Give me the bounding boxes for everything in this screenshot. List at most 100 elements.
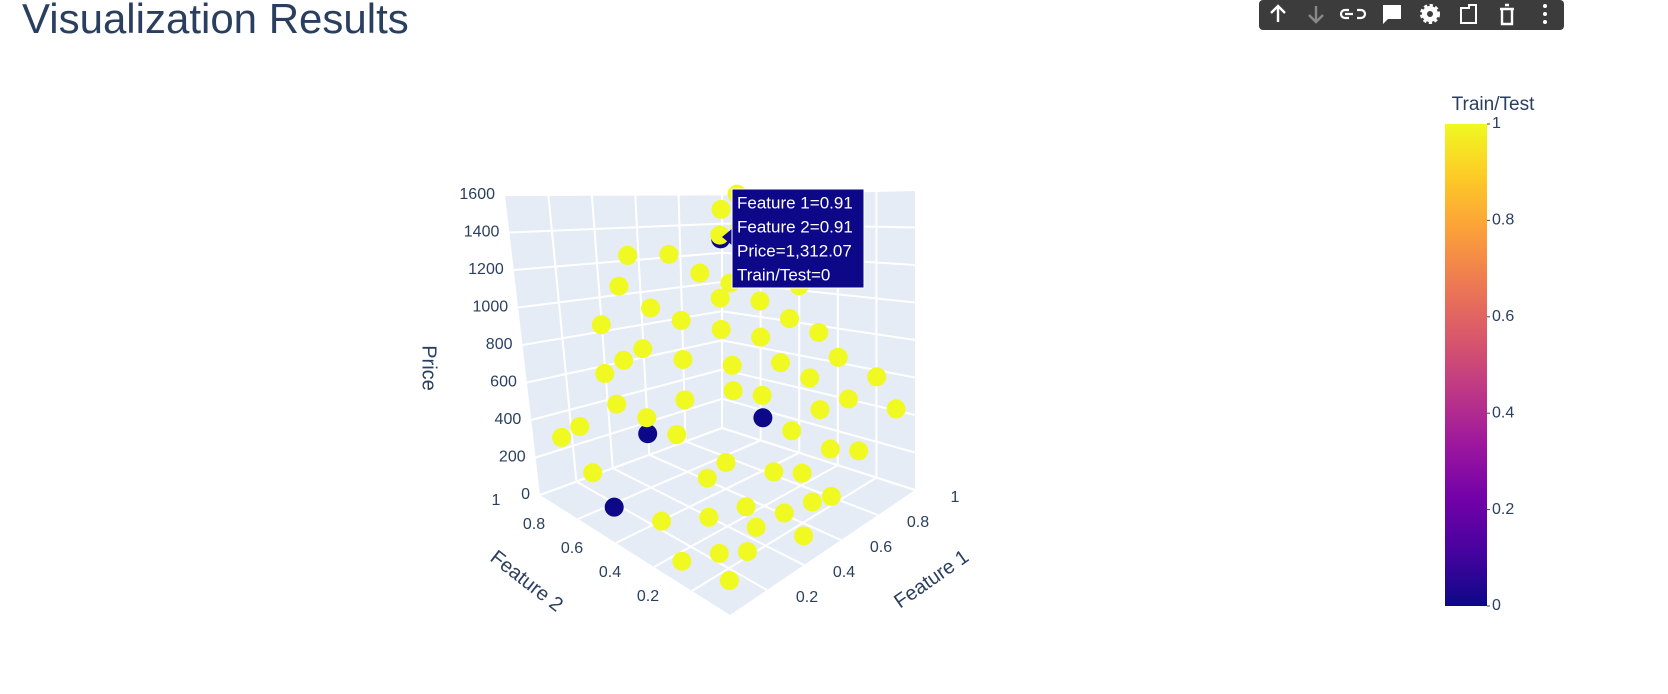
data-point bbox=[802, 492, 822, 512]
data-point bbox=[782, 421, 802, 441]
z-axis-title: Price bbox=[418, 345, 440, 391]
data-point bbox=[671, 310, 691, 330]
colorbar-ticks: 0 0.2 0.4 0.6 0.8 1 bbox=[1487, 115, 1514, 614]
data-point bbox=[570, 417, 590, 437]
data-point bbox=[709, 543, 729, 563]
data-point bbox=[849, 441, 869, 461]
page-title: Visualization Results bbox=[22, 0, 409, 42]
colorbar-tick-label: 0.4 bbox=[1492, 404, 1514, 421]
icon-link[interactable] bbox=[1339, 8, 1367, 20]
x-tick-label: 0.8 bbox=[907, 514, 929, 531]
data-point bbox=[794, 526, 814, 546]
data-point bbox=[595, 364, 615, 384]
icon-export[interactable] bbox=[1460, 4, 1477, 24]
z-tick-label: 0 bbox=[521, 486, 530, 503]
data-point bbox=[736, 497, 756, 517]
hover-line: Train/Test=0 bbox=[737, 265, 830, 284]
data-point bbox=[673, 349, 693, 369]
data-point bbox=[771, 353, 791, 373]
y-axis-title: Feature 2 bbox=[486, 546, 567, 616]
data-point bbox=[711, 199, 731, 219]
data-point bbox=[633, 339, 653, 359]
colorbar-tick-label: 0.8 bbox=[1492, 212, 1514, 229]
data-point bbox=[609, 276, 629, 296]
hover-pointer bbox=[722, 228, 733, 246]
z-tick-label: 800 bbox=[486, 336, 513, 353]
icon-down[interactable] bbox=[1308, 6, 1324, 24]
grid-line bbox=[691, 476, 877, 592]
data-point bbox=[652, 511, 672, 531]
x-axis-title: Feature 1 bbox=[890, 546, 973, 613]
data-point bbox=[716, 453, 736, 473]
grid-line bbox=[535, 397, 723, 459]
icon-settings-hole bbox=[1427, 11, 1433, 17]
data-point bbox=[838, 389, 858, 409]
data-point bbox=[750, 291, 770, 311]
data-point bbox=[675, 390, 695, 410]
data-point bbox=[618, 245, 638, 265]
data-point bbox=[779, 309, 799, 329]
y-tick-label: 1 bbox=[492, 492, 501, 509]
z-tick-label: 1200 bbox=[468, 261, 504, 278]
data-point bbox=[821, 486, 841, 506]
grid-line bbox=[575, 480, 768, 591]
data-point bbox=[752, 385, 772, 405]
colorbar-tick-label: 0.2 bbox=[1492, 501, 1514, 518]
hover-line: Price=1,312.07 bbox=[737, 241, 852, 260]
z-tick-label: 1000 bbox=[473, 299, 509, 316]
data-point bbox=[710, 225, 730, 245]
data-point bbox=[697, 468, 717, 488]
data-point bbox=[810, 400, 830, 420]
data-point bbox=[792, 463, 812, 483]
z-tick-label: 200 bbox=[499, 449, 526, 466]
data-point bbox=[604, 497, 624, 517]
data-point bbox=[552, 427, 572, 447]
icon-more[interactable] bbox=[1543, 4, 1547, 24]
colorbar bbox=[1445, 124, 1487, 606]
data-point bbox=[591, 315, 611, 335]
grid-line bbox=[721, 368, 916, 416]
hover-box bbox=[731, 188, 865, 289]
z-tick-label: 1400 bbox=[464, 224, 500, 241]
grid-line bbox=[721, 427, 916, 491]
data-point bbox=[614, 350, 634, 370]
data-point bbox=[886, 399, 906, 419]
data-point bbox=[800, 368, 820, 388]
icon-delete[interactable] bbox=[1500, 3, 1514, 26]
data-point bbox=[753, 408, 773, 428]
data-point bbox=[764, 462, 784, 482]
scene: 0.2 0.4 0.6 0.8 1 0.2 0.4 0.6 0.8 1 0 200 400 600 800 1… bbox=[418, 184, 973, 616]
data-point bbox=[722, 355, 742, 375]
data-point bbox=[809, 322, 829, 342]
grid-line bbox=[539, 427, 723, 496]
data-point bbox=[641, 298, 661, 318]
data-point bbox=[672, 551, 692, 571]
data-point bbox=[774, 503, 794, 523]
colorbar-tick-label: 0.6 bbox=[1492, 308, 1514, 325]
data-point bbox=[637, 408, 657, 428]
data-point bbox=[583, 463, 603, 483]
x-tick-label: 0.6 bbox=[870, 539, 892, 556]
icon-up[interactable] bbox=[1270, 4, 1286, 22]
colorbar-title: Train/Test bbox=[1452, 94, 1535, 115]
data-point bbox=[723, 381, 743, 401]
data-point bbox=[867, 367, 887, 387]
wall-pane bbox=[505, 194, 722, 495]
colorbar-tick-label: 0 bbox=[1492, 597, 1501, 614]
y-tick-label: 0.8 bbox=[523, 516, 545, 533]
x-tick-label: 0.4 bbox=[833, 564, 855, 581]
data-point bbox=[607, 394, 627, 414]
hover-line: Feature 2=0.91 bbox=[737, 217, 853, 236]
data-point bbox=[719, 571, 739, 591]
icon-comment[interactable] bbox=[1383, 5, 1401, 24]
grid-line bbox=[504, 193, 723, 196]
data-point bbox=[737, 542, 757, 562]
modebar bbox=[1259, 0, 1564, 30]
grid-line bbox=[685, 440, 879, 516]
grid-line bbox=[513, 251, 723, 271]
y-tick-label: 0.4 bbox=[599, 564, 621, 581]
x-tick-label: 1 bbox=[951, 489, 960, 506]
data-point bbox=[659, 244, 679, 264]
data-point bbox=[751, 327, 771, 347]
